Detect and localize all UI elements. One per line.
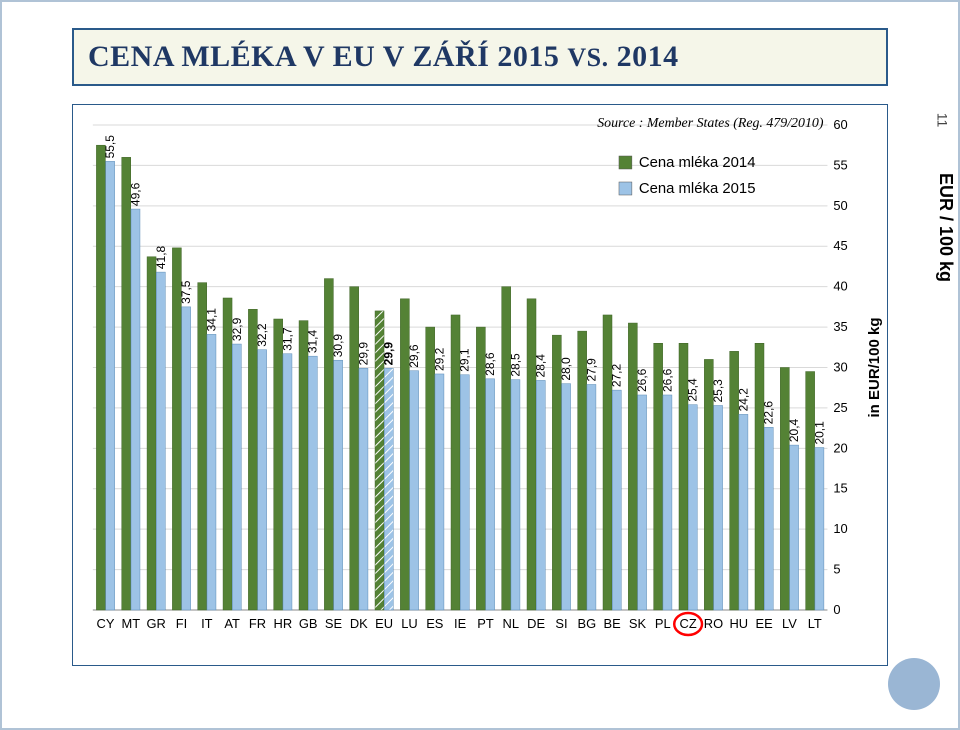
svg-text:41,8: 41,8 <box>154 245 168 269</box>
svg-text:50: 50 <box>833 198 847 213</box>
svg-text:28,0: 28,0 <box>559 357 573 381</box>
title-main: CENA MLÉKA V EU V ZÁŘÍ 2015 <box>88 40 567 73</box>
svg-text:29,6: 29,6 <box>407 344 421 368</box>
svg-text:Cena mléka 2015: Cena mléka 2015 <box>639 180 756 197</box>
page-number: 11 <box>935 113 951 128</box>
svg-text:PT: PT <box>477 616 494 631</box>
svg-text:RO: RO <box>704 616 723 631</box>
svg-text:26,6: 26,6 <box>635 368 649 392</box>
svg-text:34,1: 34,1 <box>204 308 218 332</box>
svg-text:20,1: 20,1 <box>812 421 826 445</box>
svg-text:ES: ES <box>426 616 444 631</box>
svg-text:31,7: 31,7 <box>280 327 294 351</box>
svg-text:30,9: 30,9 <box>331 334 345 358</box>
svg-text:SE: SE <box>325 616 343 631</box>
svg-text:LT: LT <box>808 616 822 631</box>
svg-text:DK: DK <box>350 616 368 631</box>
svg-text:Source : Member States (Reg. 4: Source : Member States (Reg. 479/2010) <box>597 116 824 131</box>
svg-text:30: 30 <box>833 359 847 374</box>
title-after: 2014 <box>609 40 679 73</box>
svg-text:27,2: 27,2 <box>610 363 624 387</box>
svg-text:32,9: 32,9 <box>230 317 244 341</box>
svg-text:SK: SK <box>629 616 647 631</box>
svg-text:CY: CY <box>97 616 115 631</box>
svg-text:32,2: 32,2 <box>255 323 269 347</box>
svg-text:in EUR/100 kg: in EUR/100 kg <box>866 318 883 418</box>
svg-text:20: 20 <box>833 440 847 455</box>
svg-text:29,1: 29,1 <box>458 348 472 372</box>
svg-text:0: 0 <box>833 602 840 617</box>
corner-decoration <box>888 658 940 710</box>
svg-text:31,4: 31,4 <box>306 330 320 354</box>
svg-text:FR: FR <box>249 616 266 631</box>
svg-text:37,5: 37,5 <box>179 280 193 304</box>
svg-text:AT: AT <box>224 616 240 631</box>
svg-text:HU: HU <box>729 616 748 631</box>
svg-text:FI: FI <box>176 616 187 631</box>
svg-text:SI: SI <box>555 616 567 631</box>
svg-text:20,4: 20,4 <box>787 418 801 442</box>
svg-text:22,6: 22,6 <box>762 401 776 425</box>
svg-text:BE: BE <box>604 616 622 631</box>
svg-text:GB: GB <box>299 616 318 631</box>
svg-text:35: 35 <box>833 319 847 334</box>
slide-frame: CENA MLÉKA V EU V ZÁŘÍ 2015 VS. 2014 0 5 1… <box>0 0 960 730</box>
svg-text:25: 25 <box>833 400 847 415</box>
svg-text:15: 15 <box>833 481 847 496</box>
svg-text:29,9: 29,9 <box>356 342 370 366</box>
chart-container: 0 5 10 15 20 25 30 35 40 45 50 55 60 55,5 CY 49,6 MT 41,8… <box>72 104 888 666</box>
svg-text:IE: IE <box>454 616 467 631</box>
side-axis-label: EUR / 100 kg <box>935 173 956 282</box>
svg-text:MT: MT <box>122 616 141 631</box>
svg-text:GR: GR <box>147 616 166 631</box>
svg-text:28,6: 28,6 <box>483 352 497 376</box>
svg-text:24,2: 24,2 <box>736 388 750 412</box>
svg-text:55: 55 <box>833 157 847 172</box>
svg-text:49,6: 49,6 <box>128 182 142 206</box>
bar-chart: 0 5 10 15 20 25 30 35 40 45 50 55 60 55,5 CY 49,6 MT 41,8… <box>73 105 887 665</box>
svg-text:PL: PL <box>655 616 671 631</box>
svg-text:EE: EE <box>756 616 774 631</box>
svg-text:40: 40 <box>833 279 847 294</box>
svg-text:BG: BG <box>577 616 596 631</box>
svg-text:NL: NL <box>503 616 519 631</box>
title-vs: VS. <box>567 43 608 72</box>
svg-text:DE: DE <box>527 616 545 631</box>
svg-text:IT: IT <box>201 616 213 631</box>
svg-text:25,4: 25,4 <box>686 378 700 402</box>
svg-text:Cena mléka 2014: Cena mléka 2014 <box>639 154 756 171</box>
svg-text:29,9: 29,9 <box>382 342 396 366</box>
svg-text:29,2: 29,2 <box>432 347 446 371</box>
svg-text:25,3: 25,3 <box>711 379 725 403</box>
svg-text:28,5: 28,5 <box>508 353 522 377</box>
svg-text:LU: LU <box>401 616 417 631</box>
svg-text:60: 60 <box>833 117 847 132</box>
svg-text:CZ: CZ <box>680 616 697 631</box>
svg-text:55,5: 55,5 <box>103 135 117 159</box>
svg-text:45: 45 <box>833 238 847 253</box>
svg-text:LV: LV <box>782 616 797 631</box>
svg-text:HR: HR <box>274 616 293 631</box>
title-box: CENA MLÉKA V EU V ZÁŘÍ 2015 VS. 2014 <box>72 28 888 86</box>
svg-text:10: 10 <box>833 521 847 536</box>
svg-text:27,9: 27,9 <box>584 358 598 382</box>
svg-text:28,4: 28,4 <box>534 354 548 378</box>
svg-text:5: 5 <box>833 562 840 577</box>
page-title: CENA MLÉKA V EU V ZÁŘÍ 2015 VS. 2014 <box>88 40 872 74</box>
svg-text:EU: EU <box>375 616 393 631</box>
svg-text:26,6: 26,6 <box>660 368 674 392</box>
